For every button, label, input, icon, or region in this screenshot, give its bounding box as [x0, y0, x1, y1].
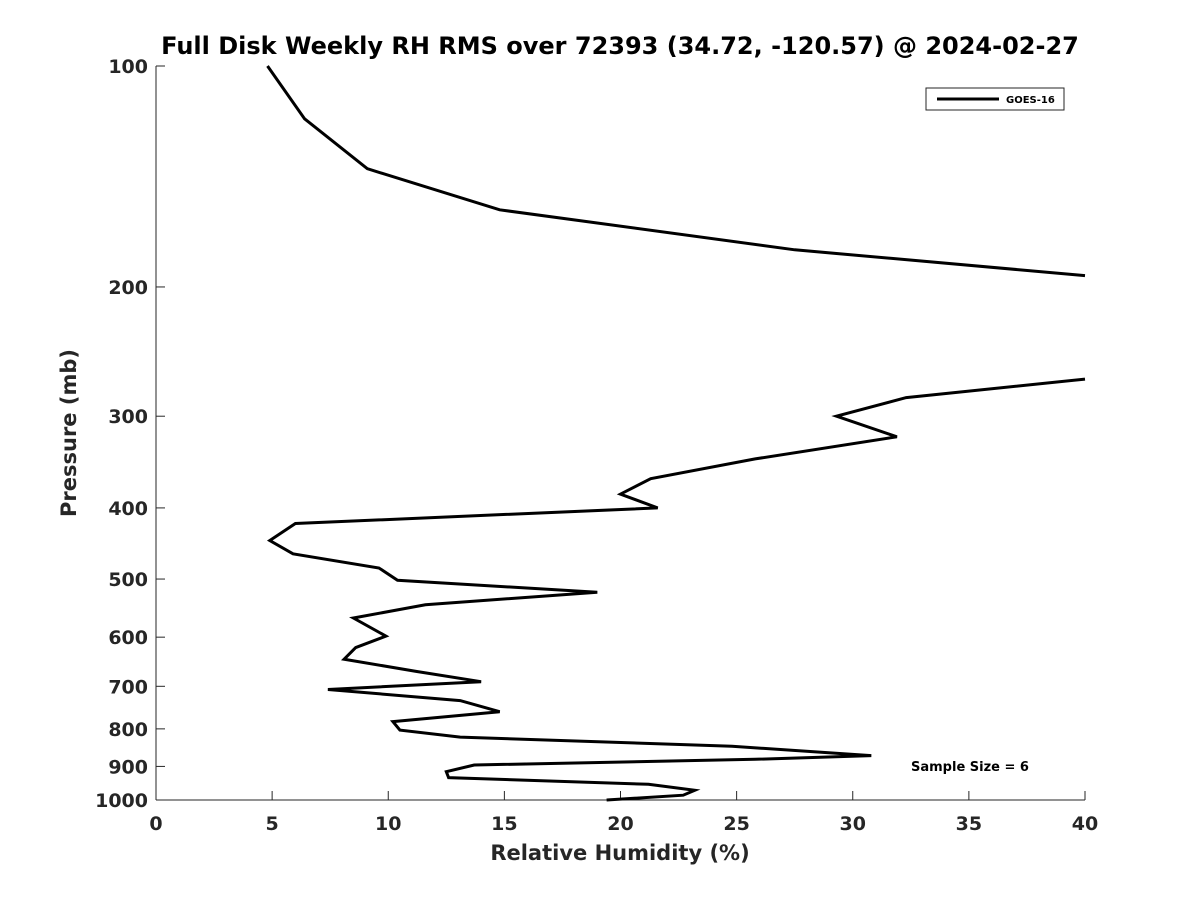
x-tick-label: 35: [956, 813, 982, 835]
x-axis-label: Relative Humidity (%): [490, 841, 749, 865]
y-axis-label: Pressure (mb): [57, 349, 81, 517]
legend: GOES-16: [925, 87, 1065, 111]
series-line-goes-16-segment-1: [266, 65, 1086, 278]
y-tick-label: 100: [108, 56, 148, 78]
x-tick-label: 0: [149, 813, 162, 835]
y-tick-label: 600: [108, 627, 148, 649]
y-axis-ticks: 100 200 300 400 500 600 700 800 900 1000: [95, 56, 165, 812]
x-tick-label: 20: [607, 813, 633, 835]
chart-title: Full Disk Weekly RH RMS over 72393 (34.7…: [161, 32, 1079, 60]
x-tick-label: 30: [840, 813, 866, 835]
sample-size-annotation: Sample Size = 6: [911, 760, 1029, 775]
plot-area: 0 5 10 15 20 25 30 35 40 100 200 300 400 500 600 700 80…: [95, 56, 1098, 835]
y-tick-label: 400: [108, 498, 148, 520]
series-group: [266, 65, 1086, 802]
series-line-goes-16-segment-2: [266, 377, 1086, 802]
y-tick-label: 800: [108, 719, 148, 741]
x-tick-label: 5: [266, 813, 279, 835]
x-tick-label: 25: [723, 813, 749, 835]
y-tick-label: 500: [108, 569, 148, 591]
x-tick-label: 15: [491, 813, 517, 835]
y-tick-label: 300: [108, 406, 148, 428]
y-tick-label: 900: [108, 756, 148, 778]
x-axis-ticks: 0 5 10 15 20 25 30 35 40: [149, 791, 1098, 835]
y-tick-label: 1000: [95, 790, 148, 812]
x-tick-label: 40: [1072, 813, 1098, 835]
y-tick-label: 200: [108, 277, 148, 299]
y-tick-label: 700: [108, 676, 148, 698]
x-tick-label: 10: [375, 813, 401, 835]
legend-label-goes-16: GOES-16: [1006, 95, 1055, 106]
